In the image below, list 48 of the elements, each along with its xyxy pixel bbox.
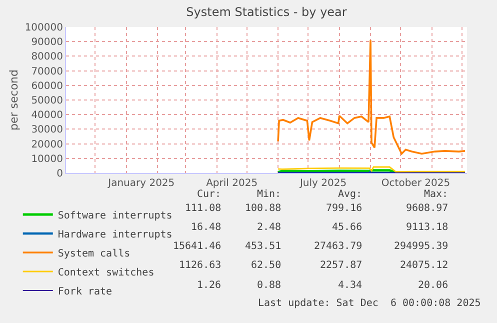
- text: Max:: [424, 189, 448, 200]
- y-tick-label: 60000: [31, 80, 63, 92]
- x-tick-label: January 2025: [107, 178, 175, 189]
- text: 453.51: [245, 241, 282, 252]
- y-tick-label: 40000: [31, 110, 63, 122]
- x-tick-label: October 2025: [381, 178, 450, 189]
- legend-label: Fork rate: [58, 286, 112, 298]
- x-tick-label: April 2025: [206, 178, 258, 189]
- text: 4.34: [338, 280, 362, 291]
- text: 45.66: [332, 222, 362, 233]
- text: Min:: [257, 189, 282, 200]
- legend-label: System calls: [58, 248, 130, 260]
- text: 62.50: [251, 260, 282, 271]
- text: 100.88: [245, 203, 282, 214]
- text: Last update: Sat Dec 6 00:00:08 2025: [258, 298, 481, 309]
- y-tick-label: 30000: [31, 124, 63, 136]
- y-tick-label: 100000: [24, 22, 63, 34]
- y-axis-title: per second: [7, 70, 20, 130]
- text: 24075.12: [400, 260, 448, 271]
- y-tick-label: 20000: [31, 139, 63, 150]
- chart-title: System Statistics - by year: [186, 5, 347, 20]
- x-tick-label: July 2025: [298, 178, 347, 189]
- legend-label: Software interrupts: [58, 210, 172, 222]
- text: 16.48: [191, 222, 222, 233]
- text: Cur:: [197, 189, 222, 200]
- text: 0.88: [257, 280, 282, 291]
- legend-label: Context switches: [58, 267, 154, 278]
- text: 1.26: [197, 280, 222, 291]
- text: 1126.63: [179, 260, 222, 271]
- text: 799.16: [326, 203, 362, 214]
- text: Avg:: [338, 189, 362, 200]
- text: 2257.87: [320, 260, 362, 271]
- y-tick-label: 0: [56, 168, 63, 180]
- text: 20.06: [418, 280, 448, 291]
- y-tick-label: 90000: [31, 37, 63, 48]
- y-tick-label: 10000: [31, 154, 63, 165]
- text: 15641.46: [173, 241, 222, 252]
- y-tick-label: 50000: [31, 96, 63, 106]
- text: 294995.39: [394, 241, 448, 252]
- text: 111.08: [185, 203, 222, 214]
- text: 27463.79: [314, 241, 362, 252]
- y-tick-label: 80000: [31, 52, 63, 63]
- y-tick-label: 70000: [31, 66, 63, 78]
- text: 9113.18: [406, 222, 448, 233]
- text: 2.48: [257, 222, 282, 233]
- line-series: [277, 39, 466, 155]
- legend-label: Hardware interrupts: [58, 229, 172, 240]
- text: 9608.97: [406, 203, 448, 214]
